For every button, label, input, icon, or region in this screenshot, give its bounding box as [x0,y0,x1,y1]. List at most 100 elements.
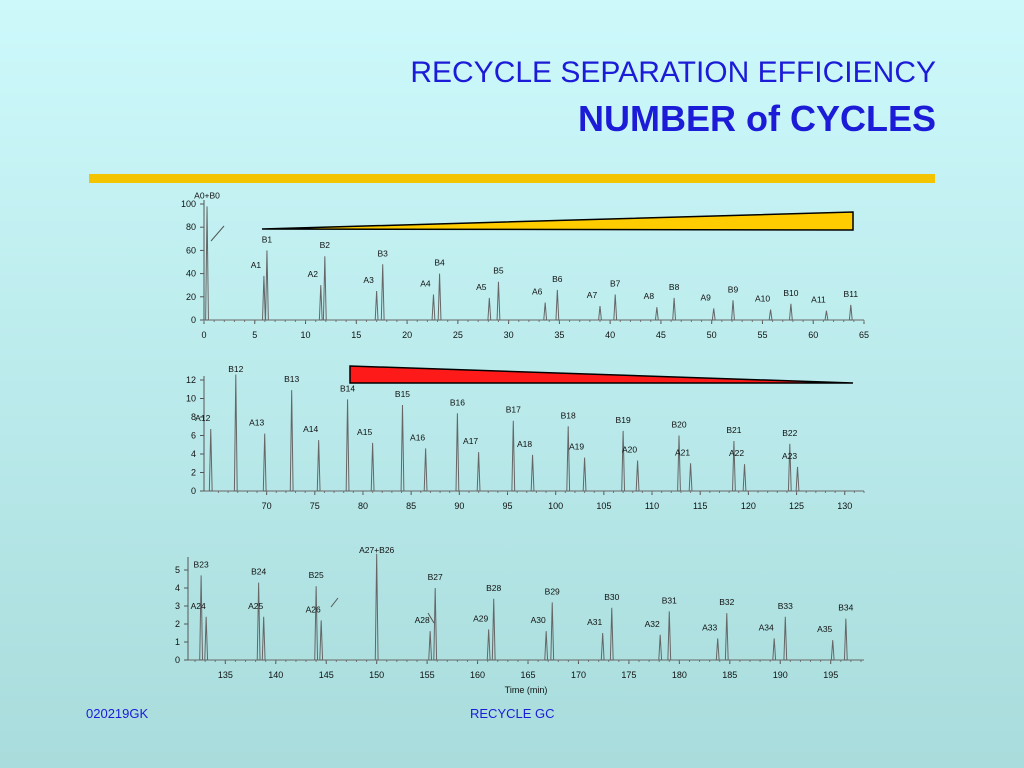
x-tick-label: 190 [773,670,788,680]
peak-label-a27-b26: A27+B26 [359,545,394,555]
chart-panel-1: 0 20 40 60 80 100 0 5 10 15 20 25 30 35 40 45 50 55 60 65 A0… [181,190,869,340]
peak-label-b30: B30 [604,592,619,602]
peak-label-b15: B15 [395,389,410,399]
x-axis-label: Time (min) [505,685,548,695]
x-tick-label: 90 [454,501,464,511]
peak-label-a30: A30 [531,615,546,625]
peak-label-b9: B9 [728,284,739,294]
peak-label-b21: B21 [726,425,741,435]
y-tick-label: 8 [191,412,196,422]
x-tick-label: 160 [470,670,485,680]
x-tick-label: 15 [351,330,361,340]
y-tick-label: 100 [181,199,196,209]
y-tick-label: 12 [186,375,196,385]
peak-label-b8: B8 [669,282,680,292]
y-tick-label: 4 [175,583,180,593]
x-tick-label: 175 [621,670,636,680]
x-tick-label: 100 [548,501,563,511]
y-tick-label: 6 [191,431,196,441]
yellow-wedge [261,211,854,231]
x-tick-label: 165 [521,670,536,680]
peak-label-b6: B6 [552,274,563,284]
peak-label-b1: B1 [262,234,273,244]
x-tick-label: 195 [823,670,838,680]
x-tick-label: 170 [571,670,586,680]
peak-label-a4: A4 [420,278,431,288]
peak-label-b16: B16 [450,397,465,407]
leader-line-a28 [427,612,435,624]
x-tick-label: 30 [504,330,514,340]
peak-label-a33: A33 [702,622,717,632]
x-tick-label: 10 [301,330,311,340]
x-tick-label: 150 [369,670,384,680]
peak-label-a24: A24 [191,601,206,611]
peak-label-b10: B10 [783,288,798,298]
peak-label-b18: B18 [561,410,576,420]
x-tick-label: 95 [502,501,512,511]
chart-panel-2: 0 2 4 6 8 10 12 70 75 80 85 90 95 100 105 110 115 120 125 1… [186,364,865,511]
peak-label-b17: B17 [506,405,521,415]
x-tick-label: 20 [402,330,412,340]
leader-line-a0b0 [210,225,225,242]
footer-code: 020219GK [86,706,149,721]
chromatogram-trace [188,553,864,661]
peak-label-a7: A7 [587,290,598,300]
peak-label-b34: B34 [838,603,853,613]
peak-label-b31: B31 [662,595,677,605]
peak-label-a18: A18 [517,439,532,449]
peak-label-a19: A19 [569,442,584,452]
peak-label-a21: A21 [675,447,690,457]
x-tick-label: 5 [252,330,257,340]
peak-label-a31: A31 [587,617,602,627]
peak-label-a12: A12 [195,413,210,423]
peak-label-b2: B2 [320,240,331,250]
x-tick-label: 105 [596,501,611,511]
peak-label-a17: A17 [463,436,478,446]
x-tick-label: 50 [707,330,717,340]
y-tick-label: 60 [186,245,196,255]
y-tick-label: 5 [175,565,180,575]
peak-label-a0-b0: A0+B0 [194,190,220,200]
y-tick-label: 2 [175,619,180,629]
peak-label-b29: B29 [545,586,560,596]
peak-label-b19: B19 [616,415,631,425]
x-tick-label: 185 [722,670,737,680]
x-tick-label: 75 [310,501,320,511]
leader-line-a26 [330,597,339,608]
x-tick-label: 55 [757,330,767,340]
slide-title-line2: NUMBER of CYCLES [578,98,936,139]
peak-label-a5: A5 [476,282,487,292]
peak-label-b25: B25 [309,570,324,580]
peak-label-a6: A6 [532,287,543,297]
peak-label-a14: A14 [303,424,318,434]
title-underline-rule [89,174,935,183]
peak-label-a29: A29 [473,613,488,623]
peak-label-b23: B23 [194,559,209,569]
y-tick-label: 80 [186,222,196,232]
x-tick-label: 110 [645,501,659,511]
y-tick-label: 1 [175,637,180,647]
peak-label-b14: B14 [340,383,355,393]
peak-label-a25: A25 [248,601,263,611]
peak-label-a20: A20 [622,444,637,454]
peak-label-a1: A1 [251,260,262,270]
peak-label-a15: A15 [357,427,372,437]
y-tick-label: 4 [191,449,196,459]
x-tick-label: 130 [837,501,852,511]
peak-label-b32: B32 [719,597,734,607]
peak-label-a22: A22 [729,448,744,458]
peak-label-b20: B20 [671,420,686,430]
peak-label-b27: B27 [428,572,443,582]
x-tick-label: 40 [605,330,615,340]
red-wedge [349,365,854,384]
peak-label-a32: A32 [645,619,660,629]
peak-label-b4: B4 [434,258,445,268]
x-tick-label: 35 [554,330,564,340]
y-tick-label: 20 [186,292,196,302]
x-tick-label: 0 [201,330,206,340]
x-tick-label: 135 [218,670,233,680]
y-tick-label: 0 [191,486,196,496]
peak-label-a10: A10 [755,294,770,304]
y-tick-label: 0 [191,315,196,325]
